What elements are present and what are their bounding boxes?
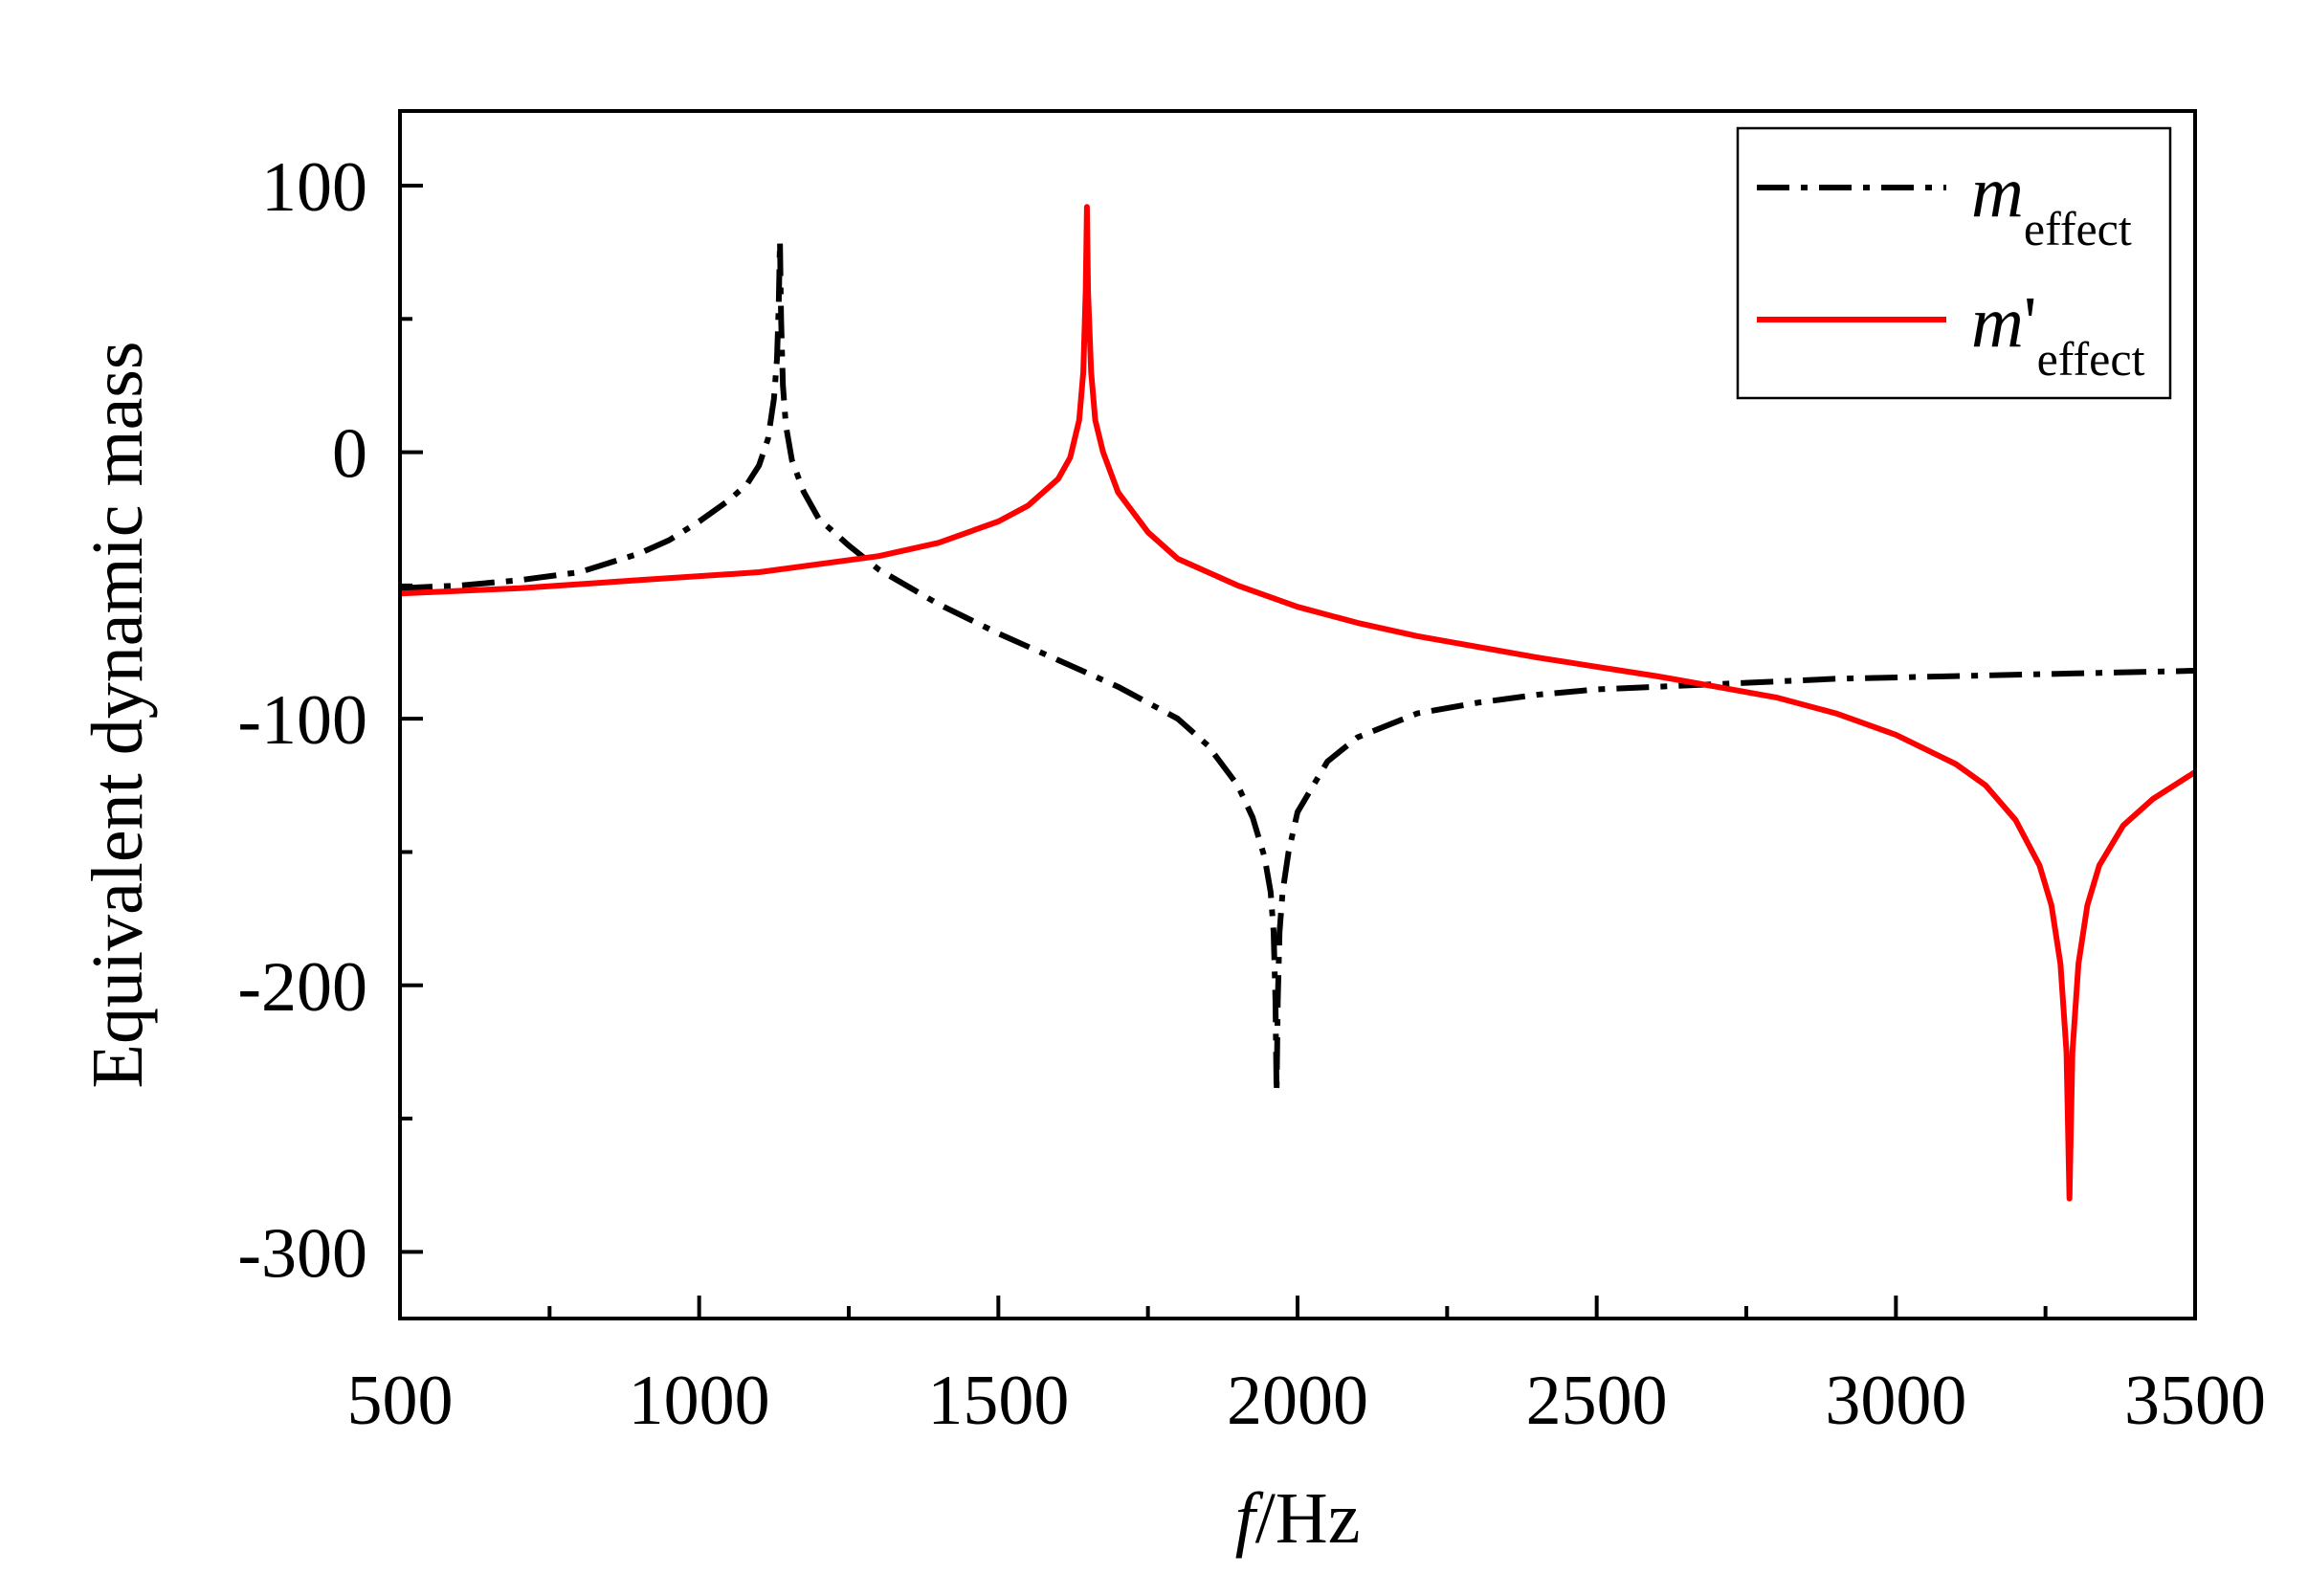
- x-axis-title-unit: /Hz: [1255, 1478, 1361, 1559]
- y-tick-label: -100: [237, 681, 367, 760]
- y-tick-label: -300: [237, 1214, 367, 1293]
- x-tick-label: 1000: [629, 1362, 770, 1440]
- ticks-layer: [398, 184, 2197, 1319]
- y-tick-label: 100: [261, 148, 367, 227]
- series-line-m-effect: [399, 238, 2196, 1096]
- legend-label-m-effect: meffect: [1971, 152, 2132, 255]
- y-axis-title: Equivalent dynamic mass: [78, 342, 158, 1089]
- legend-label-m-prime-effect: m'effect: [1971, 282, 2145, 386]
- x-axis-title: f/Hz: [1235, 1478, 1361, 1559]
- legend-label-main: m: [1971, 152, 2024, 233]
- y-tick-label: -200: [237, 948, 367, 1027]
- legend-label-main: m: [1971, 282, 2024, 363]
- x-tick-label: 500: [347, 1362, 454, 1440]
- x-tick-label: 1500: [927, 1362, 1069, 1440]
- series-layer: [399, 204, 2197, 1202]
- legend: meffect m'effect: [1736, 126, 2172, 400]
- tick-labels: 500 1000 1500 2000 2500 3000 3500 -300 -200 -100 0…: [237, 148, 2266, 1440]
- x-tick-label: 2000: [1227, 1362, 1368, 1440]
- x-tick-label: 3500: [2124, 1362, 2266, 1440]
- y-tick-label: 0: [332, 415, 367, 494]
- x-tick-label: 3000: [1825, 1362, 1966, 1440]
- x-tick-label: 2500: [1526, 1362, 1668, 1440]
- legend-box: [1736, 126, 2172, 400]
- legend-label-sub: effect: [2037, 332, 2145, 386]
- series-line-m--effect: [399, 204, 2197, 1202]
- legend-label-prime: ': [2024, 282, 2037, 363]
- legend-label-sub: effect: [2024, 202, 2132, 255]
